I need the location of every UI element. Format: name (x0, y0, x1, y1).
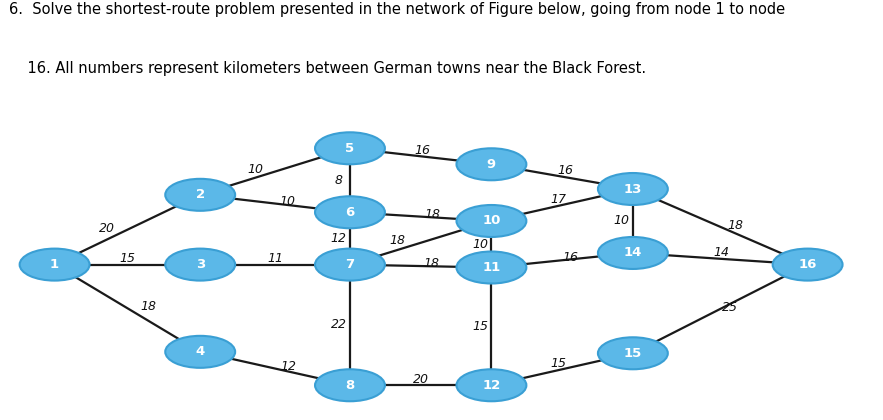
Text: 9: 9 (487, 158, 496, 171)
Text: 16: 16 (415, 144, 431, 157)
Ellipse shape (598, 337, 668, 369)
Text: 10: 10 (614, 215, 630, 228)
Text: 10: 10 (472, 238, 488, 251)
Text: 10: 10 (279, 195, 295, 208)
Text: 6.  Solve the shortest-route problem presented in the network of Figure below, g: 6. Solve the shortest-route problem pres… (9, 2, 785, 17)
Text: 4: 4 (195, 345, 205, 358)
Ellipse shape (773, 249, 842, 281)
Ellipse shape (315, 249, 385, 281)
Ellipse shape (315, 196, 385, 228)
Ellipse shape (457, 252, 526, 284)
Text: 22: 22 (330, 318, 347, 331)
Ellipse shape (457, 148, 526, 180)
Text: 17: 17 (550, 193, 566, 206)
Text: 12: 12 (330, 232, 347, 245)
Text: 18: 18 (424, 208, 440, 221)
Text: 3: 3 (195, 258, 205, 271)
Text: 20: 20 (412, 373, 429, 386)
Text: 18: 18 (423, 257, 439, 270)
Text: 16. All numbers represent kilometers between German towns near the Black Forest.: 16. All numbers represent kilometers bet… (9, 61, 646, 76)
Text: 18: 18 (728, 219, 743, 232)
Text: 8: 8 (335, 174, 343, 187)
Text: 12: 12 (482, 379, 501, 392)
Text: 15: 15 (472, 320, 488, 333)
Ellipse shape (598, 173, 668, 205)
Text: 15: 15 (119, 252, 135, 265)
Ellipse shape (457, 369, 526, 401)
Ellipse shape (598, 237, 668, 269)
Text: 16: 16 (557, 165, 573, 178)
Ellipse shape (165, 179, 235, 211)
Text: 15: 15 (550, 357, 566, 370)
Text: 16: 16 (562, 252, 578, 265)
Text: 6: 6 (345, 206, 355, 219)
Ellipse shape (457, 205, 526, 237)
Text: 20: 20 (99, 222, 115, 235)
Text: 12: 12 (281, 360, 297, 373)
Text: 10: 10 (247, 163, 263, 176)
Text: 18: 18 (140, 300, 156, 313)
Text: 2: 2 (196, 188, 205, 201)
Text: 16: 16 (798, 258, 817, 271)
Text: 11: 11 (482, 261, 501, 274)
Ellipse shape (19, 249, 89, 281)
Text: 10: 10 (482, 215, 501, 228)
Text: 11: 11 (267, 252, 283, 265)
Text: 25: 25 (721, 301, 737, 314)
Text: 14: 14 (623, 247, 642, 260)
Ellipse shape (315, 132, 385, 164)
Text: 1: 1 (50, 258, 59, 271)
Ellipse shape (315, 369, 385, 401)
Ellipse shape (165, 249, 235, 281)
Text: 8: 8 (345, 379, 355, 392)
Text: 7: 7 (345, 258, 355, 271)
Text: 15: 15 (623, 347, 642, 360)
Ellipse shape (165, 336, 235, 368)
Text: 5: 5 (345, 142, 355, 155)
Text: 18: 18 (389, 234, 406, 247)
Text: 13: 13 (623, 183, 642, 195)
Text: 14: 14 (713, 247, 729, 260)
